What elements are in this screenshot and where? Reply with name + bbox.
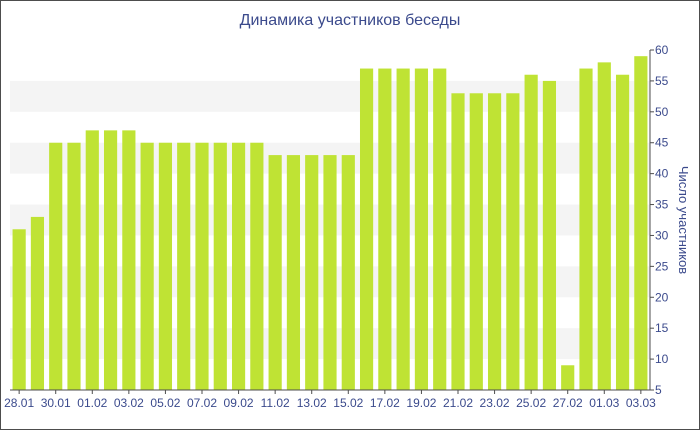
axes bbox=[10, 49, 654, 394]
x-tick-label: 03.03 bbox=[626, 396, 656, 410]
y-tick-label: 40 bbox=[655, 167, 669, 181]
y-tick-label: 25 bbox=[655, 259, 669, 273]
bar-11.02 bbox=[268, 155, 282, 390]
bar-12.02 bbox=[286, 155, 301, 390]
bar-22.02 bbox=[469, 93, 483, 390]
x-tick-label: 17.02 bbox=[370, 396, 400, 410]
bar-09.02 bbox=[231, 142, 246, 390]
bar-13.02 bbox=[305, 155, 319, 390]
x-tick-label: 01.02 bbox=[77, 396, 107, 410]
chart-title: Динамика участников беседы bbox=[239, 12, 461, 29]
bar-28.02 bbox=[579, 68, 593, 390]
x-tick-label: 03.02 bbox=[114, 396, 144, 410]
y-tick-label: 20 bbox=[655, 290, 669, 304]
y-axis-label: Число участников bbox=[676, 166, 691, 274]
bar-24.02 bbox=[506, 93, 520, 390]
y-tick-label: 5 bbox=[655, 383, 662, 397]
y-tick-label: 60 bbox=[655, 43, 669, 57]
bar-28.01 bbox=[12, 229, 26, 390]
bar-02.02 bbox=[103, 130, 118, 390]
x-tick-label: 01.03 bbox=[589, 396, 619, 410]
bar-23.02 bbox=[487, 93, 502, 390]
y-tick-label: 45 bbox=[655, 136, 669, 150]
bar-10.02 bbox=[250, 142, 264, 390]
bar-01.03 bbox=[597, 62, 611, 390]
bar-15.02 bbox=[341, 155, 355, 390]
x-tick-label: 11.02 bbox=[261, 396, 290, 410]
x-tick-label: 05.02 bbox=[150, 396, 180, 410]
bar-21.02 bbox=[451, 93, 465, 390]
x-tick-label: 28.01 bbox=[4, 396, 34, 410]
y-tick-label: 30 bbox=[655, 228, 669, 242]
bar-27.02 bbox=[561, 365, 575, 390]
bar-04.02 bbox=[140, 142, 154, 390]
bar-30.01 bbox=[49, 142, 63, 390]
x-tick-label: 13.02 bbox=[297, 396, 327, 410]
bar-29.01 bbox=[30, 216, 45, 390]
bar-02.03 bbox=[615, 74, 630, 391]
bar-01.02 bbox=[85, 130, 99, 390]
bar-20.02 bbox=[433, 68, 447, 390]
x-tick-label: 15.02 bbox=[333, 396, 363, 410]
y-tick-label: 15 bbox=[655, 321, 669, 335]
x-tick-label: 23.02 bbox=[480, 396, 510, 410]
bar-16.02 bbox=[359, 68, 374, 390]
x-tick-label: 07.02 bbox=[187, 396, 217, 410]
y-tick-label: 10 bbox=[655, 352, 669, 366]
bar-17.02 bbox=[378, 68, 392, 390]
bar-25.02 bbox=[524, 74, 538, 391]
x-tick-label: 21.02 bbox=[443, 396, 473, 410]
y-tick-label: 50 bbox=[655, 105, 669, 119]
bar-26.02 bbox=[542, 80, 557, 390]
y-tick-label: 55 bbox=[655, 74, 669, 88]
bar-07.02 bbox=[195, 142, 209, 390]
bar-03.03 bbox=[634, 56, 648, 390]
bar-31.01 bbox=[67, 142, 81, 390]
x-tick-label: 25.02 bbox=[516, 396, 546, 410]
x-tick-labels: 28.01 30.01 01.02 03.02 05.02 07.02 09.02 11.02… bbox=[4, 396, 656, 410]
bar-19.02 bbox=[414, 68, 429, 390]
x-tick-label: 09.02 bbox=[224, 396, 254, 410]
x-tick-label: 30.01 bbox=[41, 396, 71, 410]
y-tick-label: 35 bbox=[655, 198, 669, 212]
bar-14.02 bbox=[323, 155, 337, 390]
x-tick-label: 19.02 bbox=[406, 396, 436, 410]
bar-03.02 bbox=[122, 130, 136, 390]
bar-06.02 bbox=[177, 142, 191, 390]
y-tick-labels: 5 10 15 20 25 30 35 40 45 50 55 60 bbox=[655, 43, 669, 397]
bar-18.02 bbox=[396, 68, 410, 390]
bar-05.02 bbox=[158, 142, 173, 390]
x-tick-label: 27.02 bbox=[553, 396, 583, 410]
bar-08.02 bbox=[213, 142, 227, 390]
bars bbox=[12, 56, 648, 391]
